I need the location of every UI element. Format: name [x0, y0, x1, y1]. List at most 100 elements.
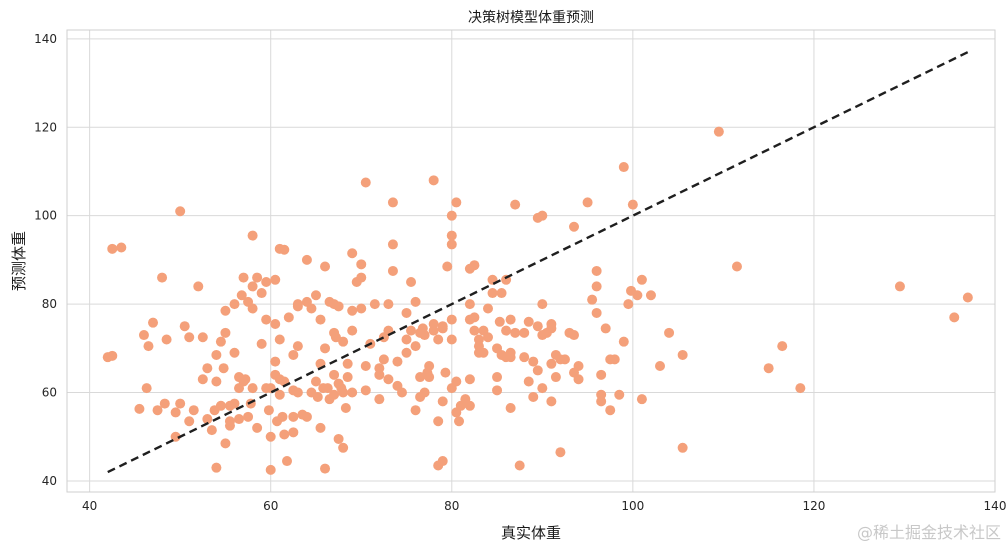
data-point: [315, 422, 326, 433]
data-point: [618, 336, 629, 347]
data-point: [410, 296, 421, 307]
data-point: [387, 265, 398, 276]
data-point: [310, 376, 321, 387]
data-point: [636, 394, 647, 405]
data-point: [446, 239, 457, 250]
data-point: [360, 177, 371, 188]
data-point: [478, 347, 489, 358]
y-tick-label: 80: [42, 297, 57, 311]
data-point: [428, 175, 439, 186]
data-point: [220, 305, 231, 316]
data-point: [330, 332, 341, 343]
data-point: [197, 374, 208, 385]
data-point: [292, 341, 303, 352]
data-point: [374, 363, 385, 374]
data-point: [392, 356, 403, 367]
data-point: [292, 387, 303, 398]
data-point: [419, 330, 430, 341]
data-point: [505, 403, 516, 413]
data-point: [202, 363, 213, 374]
data-point: [320, 463, 331, 474]
data-point: [243, 411, 254, 422]
data-point: [528, 356, 539, 367]
x-axis-title: 真实体重: [501, 524, 561, 542]
data-point: [288, 427, 299, 438]
data-point: [292, 301, 303, 312]
data-point: [469, 312, 480, 323]
data-point: [215, 336, 226, 347]
data-point: [494, 316, 505, 327]
data-point: [523, 316, 534, 327]
tick-labels: 40 60 80 100 120 140 40 60 80 100 120 140: [34, 32, 1006, 513]
data-point: [440, 367, 451, 378]
data-point: [148, 317, 159, 328]
data-point: [229, 347, 240, 358]
y-tick-label: 40: [42, 474, 57, 488]
data-point: [632, 290, 643, 301]
data-point: [451, 376, 462, 387]
data-point: [347, 387, 358, 398]
data-point: [175, 206, 186, 217]
data-point: [247, 303, 258, 314]
data-point: [537, 210, 548, 221]
data-point: [322, 383, 333, 394]
data-point: [573, 374, 584, 385]
data-point: [731, 261, 742, 272]
data-point: [211, 376, 222, 387]
data-point: [454, 416, 465, 427]
y-axis-title: 预测体重: [10, 231, 28, 291]
data-point: [312, 391, 323, 402]
data-point: [510, 199, 521, 210]
data-point: [596, 369, 607, 380]
data-point: [609, 354, 620, 365]
data-point: [315, 314, 326, 325]
data-point: [161, 334, 172, 345]
data-point: [664, 327, 675, 338]
x-tick-label: 100: [621, 499, 644, 513]
data-point: [401, 334, 412, 345]
data-point: [374, 394, 385, 405]
data-point: [347, 248, 358, 259]
data-point: [492, 385, 503, 396]
data-point: [442, 261, 453, 272]
data-point: [591, 307, 602, 318]
data-point: [236, 290, 247, 301]
data-point: [537, 383, 548, 394]
data-point: [596, 396, 607, 407]
data-point: [383, 374, 394, 385]
data-point: [234, 414, 245, 425]
x-tick-label: 140: [984, 499, 1006, 513]
data-point: [962, 292, 973, 303]
data-point: [618, 162, 629, 173]
data-point: [510, 327, 521, 338]
data-point: [193, 281, 204, 292]
data-point: [591, 281, 602, 292]
data-point: [505, 314, 516, 325]
data-point: [415, 372, 426, 383]
data-point: [356, 259, 367, 270]
data-point: [446, 210, 457, 221]
data-point: [600, 323, 611, 334]
data-point: [451, 197, 462, 208]
data-point: [464, 374, 475, 385]
data-point: [274, 389, 285, 400]
data-point: [220, 327, 231, 338]
data-point: [437, 396, 448, 407]
data-point: [713, 126, 724, 137]
data-point: [256, 288, 267, 299]
data-point: [446, 230, 457, 241]
data-point: [406, 277, 417, 287]
y-tick-label: 140: [34, 32, 57, 46]
data-point: [569, 330, 580, 341]
data-point: [224, 416, 235, 427]
data-point: [437, 323, 448, 334]
data-point: [419, 387, 430, 398]
data-point: [528, 391, 539, 402]
data-point: [446, 314, 457, 325]
data-points: [102, 126, 973, 475]
data-point: [587, 294, 598, 305]
data-point: [573, 361, 584, 371]
data-point: [424, 361, 435, 371]
data-point: [360, 385, 371, 396]
